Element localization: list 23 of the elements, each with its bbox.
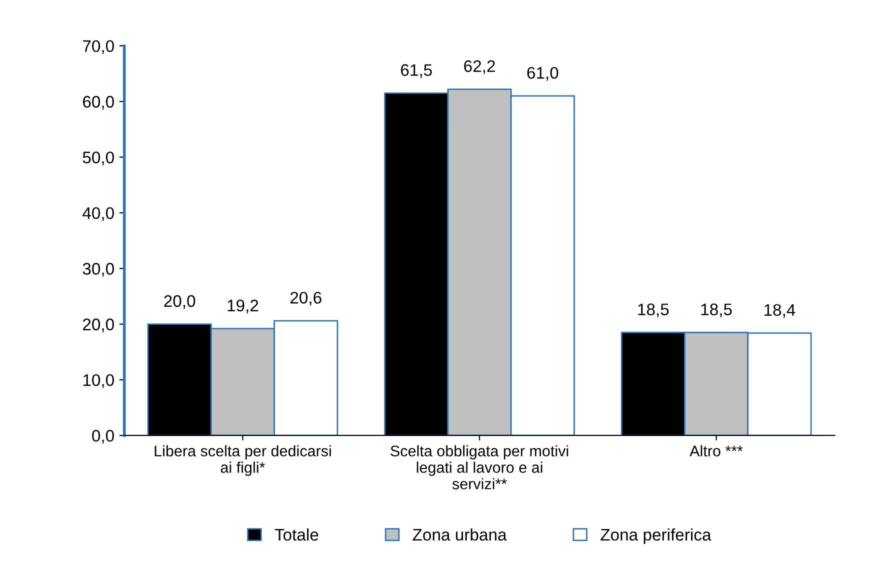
legend-label: Zona urbana <box>412 528 507 541</box>
x-tick-label: Libera scelta per dedicarsi ai figli* <box>154 445 331 476</box>
y-tick-label: 70,0 <box>83 40 114 54</box>
data-label: 62,2 <box>464 60 495 74</box>
y-tick-label: 0,0 <box>92 430 114 444</box>
x-tick-label: Altro *** <box>690 445 743 456</box>
y-tick-label: 40,0 <box>82 207 114 221</box>
data-label: 19,2 <box>228 300 258 314</box>
data-label: 61,0 <box>527 66 558 81</box>
legend-label: Zona periferica <box>600 528 712 544</box>
data-label: 18,5 <box>638 304 669 318</box>
data-label: 18,4 <box>764 304 796 318</box>
data-label: 61,5 <box>401 64 432 78</box>
legend-label: Totale <box>274 528 318 541</box>
y-tick-label: 30,0 <box>82 262 114 277</box>
data-label: 18,5 <box>701 304 732 318</box>
data-label: 20,6 <box>290 292 322 306</box>
x-tick-label: Scelta obbligata per motivi legati al lavoro e ai servizi** <box>390 445 568 490</box>
data-label: 20,0 <box>164 295 196 309</box>
y-tick-label: 60,0 <box>83 96 114 110</box>
y-tick-label: 10,0 <box>83 374 114 388</box>
y-tick-label: 20,0 <box>83 318 114 332</box>
y-tick-label: 50,0 <box>82 152 114 166</box>
